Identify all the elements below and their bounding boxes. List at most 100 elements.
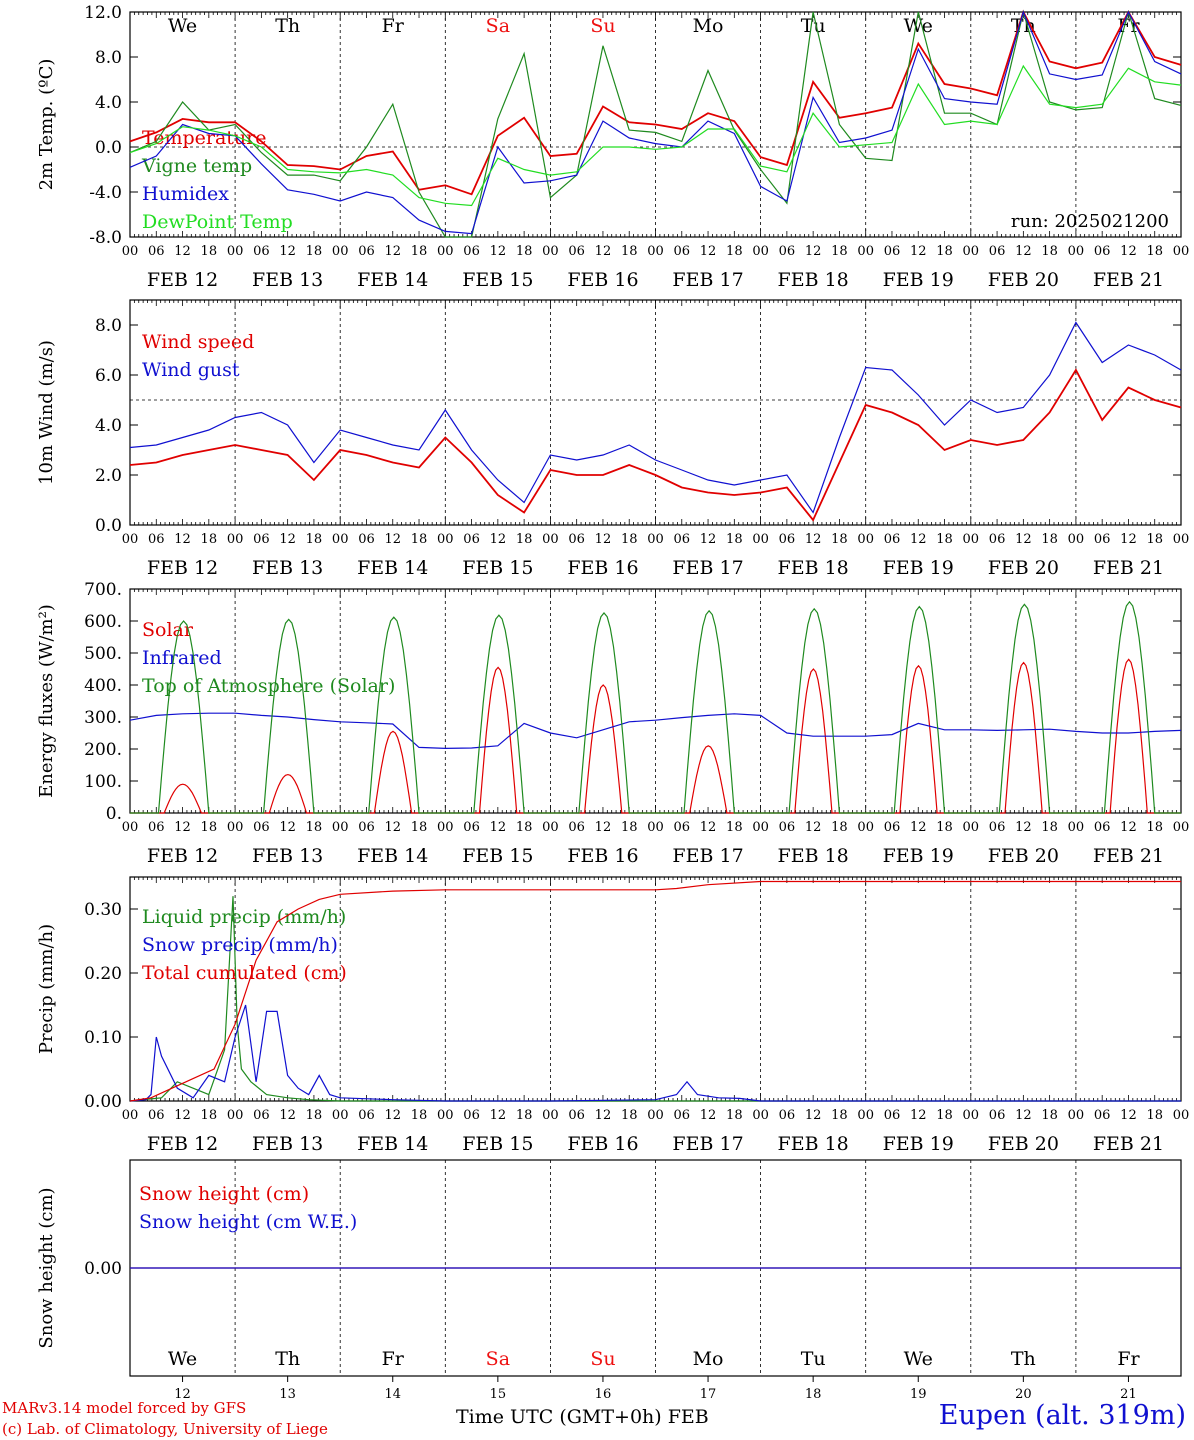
hour-label: 12 bbox=[384, 532, 401, 547]
legend-label: Snow height (cm W.E.) bbox=[139, 1211, 357, 1233]
date-label: FEB 17 bbox=[672, 557, 743, 579]
hour-label: 12 bbox=[384, 244, 401, 259]
date-label: FEB 13 bbox=[252, 845, 323, 867]
hour-label: 12 bbox=[805, 532, 822, 547]
hour-label: 18 bbox=[306, 244, 323, 259]
hour-label: 12 bbox=[1015, 1108, 1032, 1123]
y-tick-label: 0.10 bbox=[84, 1028, 122, 1048]
hour-label: 12 bbox=[490, 1108, 507, 1123]
y-tick-label: 0.00 bbox=[84, 1259, 122, 1279]
hour-label: 00 bbox=[122, 1108, 139, 1123]
panel-energy: 00 06 12 18 FEB 12 00 06 12 18 FEB 13 00 06 12 18 FEB … bbox=[36, 580, 1189, 867]
hour-label: 18 bbox=[621, 532, 638, 547]
hour-label: 00 bbox=[122, 820, 139, 835]
hour-label: 06 bbox=[148, 1108, 165, 1123]
day-number-label: 19 bbox=[910, 1387, 927, 1402]
hour-label: 06 bbox=[463, 532, 480, 547]
hour-label: 00 bbox=[857, 244, 874, 259]
hour-label: 18 bbox=[831, 244, 848, 259]
hour-label: 00 bbox=[227, 244, 244, 259]
hour-label: 12 bbox=[595, 532, 612, 547]
y-tick-label: 500. bbox=[84, 644, 122, 664]
hour-label: 06 bbox=[358, 532, 375, 547]
weekday-label: Fr bbox=[1117, 1348, 1140, 1370]
run-annotation: run: 2025021200 bbox=[1011, 211, 1169, 232]
hour-label: 06 bbox=[148, 244, 165, 259]
date-label: FEB 20 bbox=[988, 557, 1059, 579]
hour-label: 06 bbox=[358, 244, 375, 259]
hour-label: 06 bbox=[674, 820, 691, 835]
hour-label: 06 bbox=[568, 532, 585, 547]
series-line bbox=[129, 10, 1182, 235]
y-axis-label: Energy fluxes (W/m²) bbox=[36, 604, 57, 798]
weekday-label: Mo bbox=[693, 1348, 724, 1370]
hour-label: 00 bbox=[647, 244, 664, 259]
day-number-label: 13 bbox=[279, 1387, 296, 1402]
hour-label: 18 bbox=[726, 244, 743, 259]
date-label: FEB 19 bbox=[883, 1133, 954, 1155]
hour-label: 06 bbox=[989, 244, 1006, 259]
plot-frame bbox=[129, 588, 1182, 814]
weekday-label: We bbox=[168, 1348, 197, 1370]
date-label: FEB 15 bbox=[462, 1133, 533, 1155]
panel-wind: 00 06 12 18 FEB 12 00 06 12 18 FEB 13 00 06 12 18 FEB … bbox=[36, 299, 1189, 579]
date-label: FEB 12 bbox=[147, 269, 218, 291]
series-line bbox=[129, 712, 1182, 750]
day-number-label: 16 bbox=[595, 1387, 612, 1402]
hour-label: 18 bbox=[936, 532, 953, 547]
hour-label: 06 bbox=[989, 532, 1006, 547]
legend-label: Vigne temp bbox=[141, 155, 252, 177]
hour-label: 12 bbox=[595, 244, 612, 259]
date-label: FEB 20 bbox=[988, 269, 1059, 291]
date-label: FEB 17 bbox=[672, 1133, 743, 1155]
hour-label: 00 bbox=[963, 820, 980, 835]
hour-label: 00 bbox=[752, 532, 769, 547]
hour-label: 00 bbox=[1068, 244, 1085, 259]
hour-label: 06 bbox=[568, 1108, 585, 1123]
panel-precip: 00 06 12 18 FEB 12 00 06 12 18 FEB 13 00 06 12 18 FEB … bbox=[36, 876, 1190, 1155]
hour-label: 00 bbox=[122, 244, 139, 259]
hour-label: 06 bbox=[253, 1108, 270, 1123]
hour-label: 06 bbox=[1094, 1108, 1111, 1123]
hour-label: 00 bbox=[1173, 1108, 1190, 1123]
hour-label: 18 bbox=[621, 1108, 638, 1123]
hour-label: 12 bbox=[1120, 532, 1137, 547]
hour-label: 18 bbox=[936, 820, 953, 835]
weekday-label: Tu bbox=[801, 1348, 826, 1370]
hour-label: 12 bbox=[279, 244, 296, 259]
hour-label: 06 bbox=[674, 244, 691, 259]
weekday-label: Sa bbox=[486, 15, 510, 37]
hour-label: 12 bbox=[174, 244, 191, 259]
hour-label: 18 bbox=[201, 820, 218, 835]
hour-label: 00 bbox=[1173, 244, 1190, 259]
hour-label: 18 bbox=[201, 244, 218, 259]
series-line bbox=[130, 600, 1181, 814]
date-label: FEB 19 bbox=[883, 269, 954, 291]
hour-label: 12 bbox=[910, 1108, 927, 1123]
hour-label: 12 bbox=[595, 820, 612, 835]
hour-label: 00 bbox=[542, 532, 559, 547]
hour-label: 18 bbox=[726, 532, 743, 547]
hour-label: 06 bbox=[253, 820, 270, 835]
hour-label: 00 bbox=[437, 244, 454, 259]
y-tick-label: -8.0 bbox=[89, 228, 122, 248]
hour-label: 12 bbox=[174, 532, 191, 547]
hour-label: 06 bbox=[674, 1108, 691, 1123]
hour-label: 00 bbox=[647, 1108, 664, 1123]
legend-label: Top of Atmosphere (Solar) bbox=[142, 675, 395, 697]
hour-label: 00 bbox=[437, 820, 454, 835]
hour-label: 12 bbox=[700, 820, 717, 835]
hour-label: 06 bbox=[358, 820, 375, 835]
day-number-label: 12 bbox=[174, 1387, 191, 1402]
hour-label: 12 bbox=[490, 532, 507, 547]
hour-label: 00 bbox=[963, 1108, 980, 1123]
series-line bbox=[129, 321, 1182, 514]
date-label: FEB 12 bbox=[147, 1133, 218, 1155]
hour-label: 18 bbox=[1041, 532, 1058, 547]
date-label: FEB 14 bbox=[357, 269, 428, 291]
series-line bbox=[129, 9, 1182, 196]
hour-label: 12 bbox=[700, 1108, 717, 1123]
hour-label: 18 bbox=[621, 244, 638, 259]
y-tick-label: 6.0 bbox=[95, 366, 122, 386]
date-label: FEB 18 bbox=[778, 557, 849, 579]
